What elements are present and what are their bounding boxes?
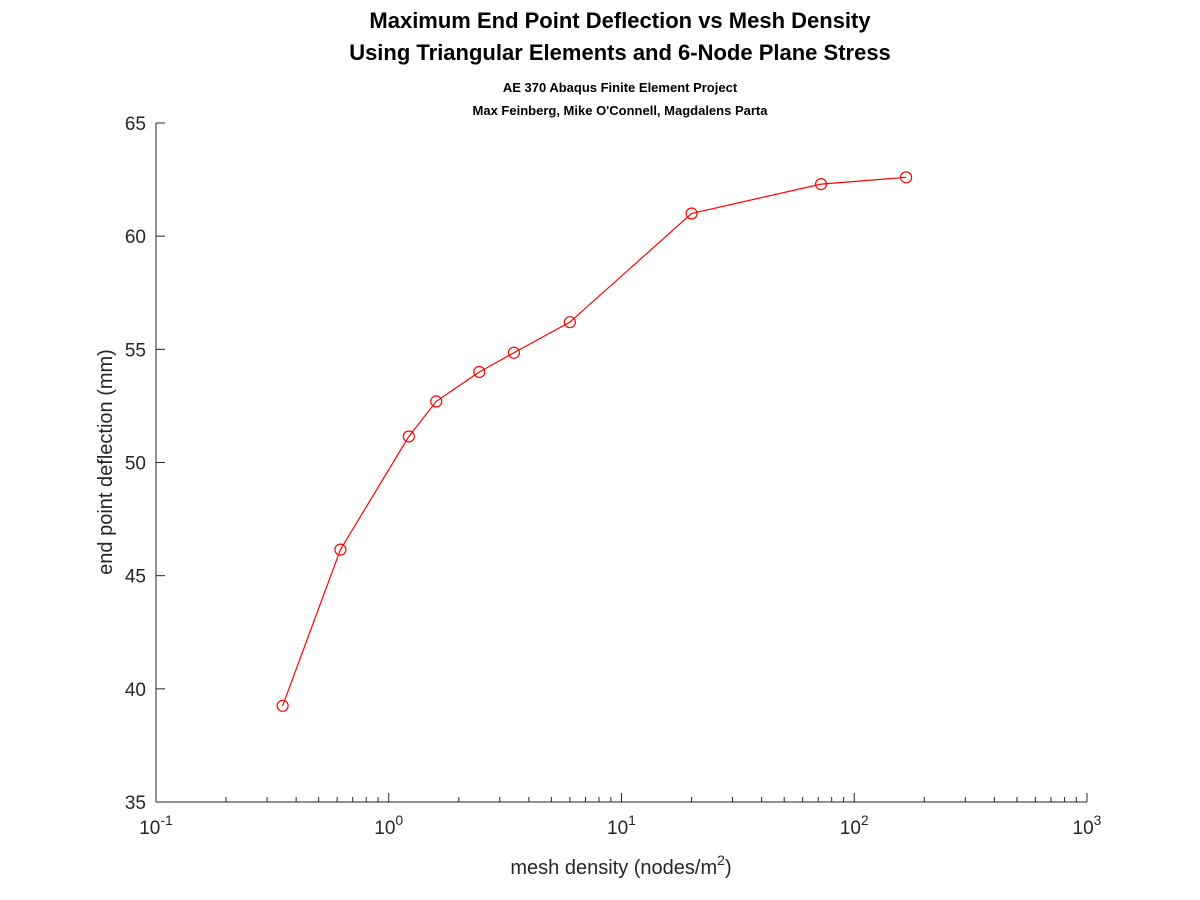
y-tick-label: 50 (125, 454, 146, 475)
chart-subtitle-line-1: AE 370 Abaqus Finite Element Project (502, 80, 738, 95)
data-point (276, 699, 289, 712)
y-tick-label: 45 (125, 567, 146, 588)
x-axis-label: mesh density (nodes/m2) (510, 852, 731, 879)
x-tick-label: 100 (374, 812, 403, 839)
data-point (563, 316, 576, 329)
y-tick-label: 65 (125, 114, 146, 135)
data-point (899, 171, 913, 184)
series-line (282, 176, 907, 707)
y-tick-label: 55 (125, 340, 146, 361)
x-tick-label: 102 (840, 812, 869, 839)
chart-title-line-1: Maximum End Point Deflection vs Mesh Den… (369, 8, 871, 33)
axes: 35 40 45 50 55 60 65 10-1 100 101 102 103 (125, 114, 1102, 839)
data-point (814, 178, 828, 191)
data-point (402, 430, 415, 443)
x-axis-label-suffix: ) (725, 857, 732, 879)
y-axis-label: end point deflection (mm) (95, 349, 117, 575)
x-tick-label: 103 (1073, 812, 1102, 839)
y-tick-label: 60 (125, 227, 146, 248)
data-point (507, 346, 521, 359)
data-point (334, 543, 347, 556)
y-tick-label: 35 (125, 793, 146, 814)
chart-title-line-2: Using Triangular Elements and 6-Node Pla… (349, 40, 891, 65)
data-point (430, 395, 443, 408)
x-axis-label-main: mesh density (nodes/m (510, 857, 717, 879)
x-tick-label: 101 (607, 812, 636, 839)
chart-subtitle-line-2: Max Feinberg, Mike O'Connell, Magdalens … (472, 103, 768, 118)
x-axis-label-superscript: 2 (717, 852, 725, 868)
data-point (473, 365, 486, 379)
series-layer (276, 171, 913, 712)
x-tick-label: 10-1 (139, 812, 173, 839)
y-tick-label: 40 (125, 680, 146, 701)
data-point (685, 207, 698, 220)
